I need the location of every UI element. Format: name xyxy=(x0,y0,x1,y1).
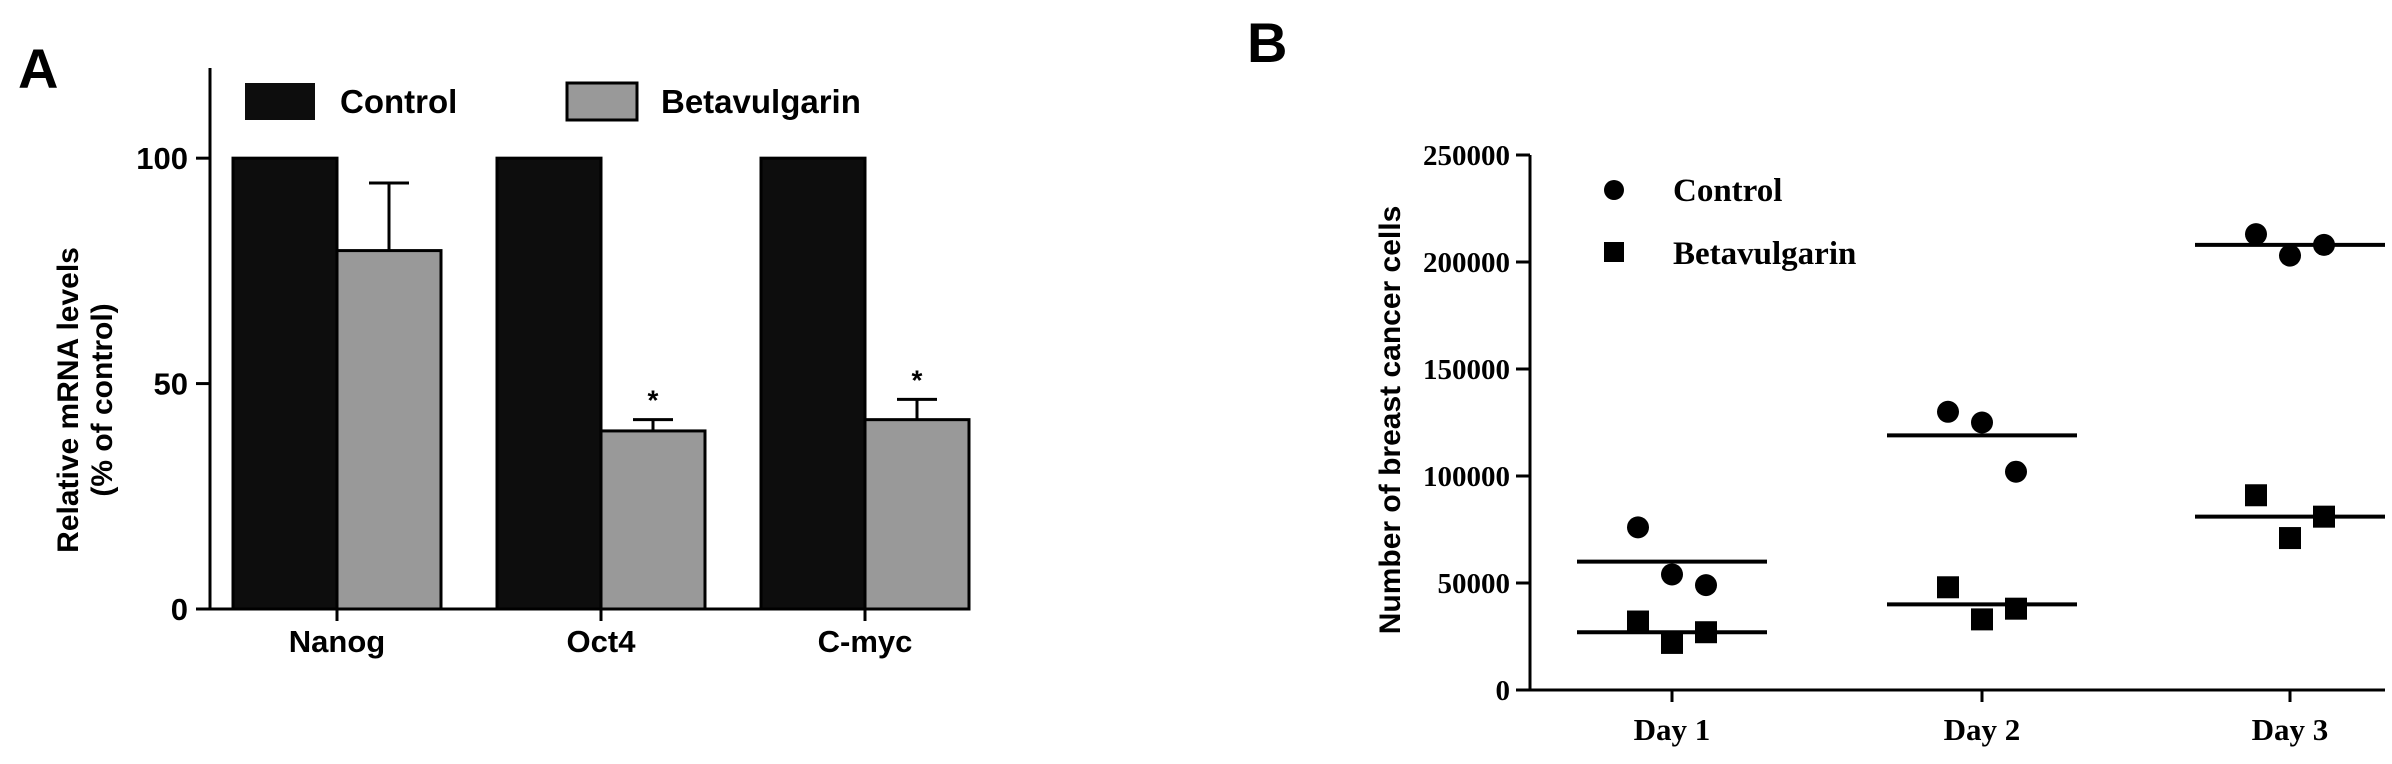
panel-b-y-tick-label: 200000 xyxy=(1423,247,1510,279)
legend-label-betavulgarin: Betavulgarin xyxy=(661,83,861,120)
bar-betavulgarin-oct4 xyxy=(599,429,707,611)
legend-label-control: Control xyxy=(340,83,457,120)
panel-b-scatter-chart: B Number of breast cancer cells Control … xyxy=(1247,11,2385,747)
legend-label-betavulgarin-b: Betavulgarin xyxy=(1673,236,1856,272)
legend-swatch-control xyxy=(245,83,315,120)
panel-b-y-tick-label: 0 xyxy=(1496,675,1511,707)
panel-b-marks: 0 50000 100000 150000 200000 250000 Day 1 Day 2… xyxy=(1423,140,2385,747)
panel-a-y-tick-label: 100 xyxy=(136,141,188,176)
panel-b-y-tick-label: 150000 xyxy=(1423,354,1510,386)
bar-control-oct4 xyxy=(495,156,603,611)
panel-a-ylabel-line1: Relative mRNA levels xyxy=(52,247,85,553)
point-betavulgarin-day3 xyxy=(2279,527,2301,550)
legend-marker-betavulgarin xyxy=(1604,242,1624,262)
panel-b-y-tick-label: 50000 xyxy=(1438,568,1511,600)
point-control-day3 xyxy=(2279,244,2301,267)
point-control-day3 xyxy=(2245,223,2267,246)
panel-a-x-tick-label: Oct4 xyxy=(567,624,637,659)
significance-marker: * xyxy=(648,385,659,416)
panel-a-y-axis-title: Relative mRNA levels (% of control) xyxy=(52,247,119,553)
panel-label-a: A xyxy=(18,37,58,100)
panel-a-ylabel-line2: (% of control) xyxy=(86,303,119,496)
bar-control-c-myc xyxy=(759,156,867,611)
point-betavulgarin-day3 xyxy=(2245,484,2267,507)
point-betavulgarin-day1 xyxy=(1627,610,1649,633)
panel-b-ylabel: Number of breast cancer cells xyxy=(1374,206,1407,635)
point-betavulgarin-day2 xyxy=(1971,608,1993,631)
panel-b-x-tick-label: Day 3 xyxy=(2252,712,2329,747)
bar-control-nanog xyxy=(231,156,339,611)
point-control-day1 xyxy=(1695,574,1717,597)
panel-a-legend: Control Betavulgarin xyxy=(245,81,861,122)
legend-marker-control xyxy=(1604,180,1624,200)
point-control-day2 xyxy=(1937,400,1959,423)
point-betavulgarin-day1 xyxy=(1661,631,1683,654)
legend-label-control-b: Control xyxy=(1673,173,1782,209)
panel-a-y-tick-label: 0 xyxy=(171,592,188,627)
panel-b-y-tick-label: 100000 xyxy=(1423,461,1510,493)
point-control-day1 xyxy=(1627,516,1649,539)
panel-a-x-tick-label: Nanog xyxy=(289,624,385,659)
panel-b-x-tick-label: Day 1 xyxy=(1634,712,1711,747)
panel-label-b: B xyxy=(1247,11,1287,74)
panel-b-x-tick-label: Day 2 xyxy=(1944,712,2021,747)
panel-a-x-tick-label: C-myc xyxy=(818,624,913,659)
point-control-day2 xyxy=(2005,460,2027,483)
panel-a-bar-chart: A Relative mRNA levels (% of control) Co… xyxy=(18,37,971,659)
panel-b-legend: Control Betavulgarin xyxy=(1604,173,1856,272)
legend-swatch-betavulgarin xyxy=(565,81,639,122)
bar-betavulgarin-nanog xyxy=(335,249,443,611)
panel-b-y-tick-label: 250000 xyxy=(1423,140,1510,172)
point-control-day1 xyxy=(1661,563,1683,586)
point-betavulgarin-day2 xyxy=(2005,597,2027,620)
point-control-day2 xyxy=(1971,411,1993,434)
panel-a-y-tick-label: 50 xyxy=(154,367,188,402)
significance-marker: * xyxy=(912,364,923,395)
point-betavulgarin-day2 xyxy=(1937,576,1959,599)
bar-betavulgarin-c-myc xyxy=(863,418,971,611)
panel-a-marks: 0 50 100 Nanog * Oct4 * C-myc xyxy=(136,68,971,659)
